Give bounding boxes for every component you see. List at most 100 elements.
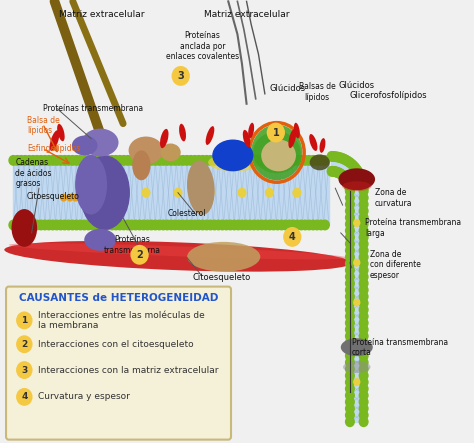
Circle shape — [344, 179, 354, 190]
Text: Proteínas transmembrana: Proteínas transmembrana — [43, 104, 143, 113]
Circle shape — [16, 388, 33, 406]
Circle shape — [127, 220, 137, 230]
Circle shape — [146, 155, 156, 166]
Circle shape — [28, 220, 38, 230]
Circle shape — [52, 220, 62, 230]
Circle shape — [55, 220, 66, 230]
Circle shape — [359, 390, 369, 401]
Circle shape — [359, 291, 369, 302]
Circle shape — [225, 220, 235, 230]
Circle shape — [150, 155, 160, 166]
Circle shape — [72, 155, 82, 166]
Circle shape — [91, 155, 101, 166]
Wedge shape — [332, 157, 363, 191]
Circle shape — [356, 172, 366, 183]
Circle shape — [359, 350, 369, 361]
Circle shape — [205, 188, 215, 198]
Circle shape — [335, 168, 345, 179]
Circle shape — [186, 220, 196, 230]
Circle shape — [359, 337, 369, 348]
Text: Matriz extracelular: Matriz extracelular — [204, 10, 289, 19]
Circle shape — [257, 220, 267, 230]
Circle shape — [269, 155, 279, 166]
Circle shape — [107, 220, 117, 230]
Circle shape — [24, 220, 34, 230]
Circle shape — [182, 220, 192, 230]
Circle shape — [344, 181, 355, 191]
Circle shape — [327, 166, 337, 177]
Circle shape — [245, 220, 255, 230]
Circle shape — [166, 220, 176, 230]
Circle shape — [345, 357, 355, 368]
Circle shape — [83, 155, 93, 166]
Circle shape — [345, 364, 355, 374]
Circle shape — [359, 192, 369, 203]
Circle shape — [359, 344, 369, 355]
Circle shape — [359, 225, 369, 236]
Ellipse shape — [179, 124, 186, 141]
Circle shape — [359, 383, 369, 394]
Circle shape — [331, 151, 341, 162]
Circle shape — [345, 219, 355, 229]
Circle shape — [343, 177, 353, 188]
Text: Curvatura y espesor: Curvatura y espesor — [38, 392, 130, 401]
Text: Cadenas
de ácidos
grasos: Cadenas de ácidos grasos — [15, 159, 52, 188]
Circle shape — [146, 220, 156, 230]
Circle shape — [345, 304, 355, 315]
Text: Zona de
con diferente
espesor: Zona de con diferente espesor — [370, 250, 421, 280]
Ellipse shape — [128, 136, 164, 164]
Text: Proteína transmembrana
corta: Proteína transmembrana corta — [352, 338, 448, 357]
Circle shape — [119, 220, 129, 230]
Circle shape — [345, 370, 355, 381]
Circle shape — [119, 155, 129, 166]
Circle shape — [359, 212, 369, 223]
Circle shape — [210, 220, 219, 230]
Circle shape — [345, 298, 355, 309]
Circle shape — [135, 155, 145, 166]
Circle shape — [241, 220, 251, 230]
Circle shape — [237, 155, 247, 166]
Circle shape — [343, 155, 353, 167]
Circle shape — [359, 284, 369, 295]
Circle shape — [115, 155, 125, 166]
Text: 2: 2 — [21, 340, 27, 349]
Ellipse shape — [9, 243, 347, 260]
Ellipse shape — [294, 123, 300, 138]
Text: 4: 4 — [289, 232, 296, 242]
Circle shape — [345, 311, 355, 322]
Ellipse shape — [208, 153, 261, 171]
Ellipse shape — [160, 129, 168, 148]
Ellipse shape — [206, 126, 214, 145]
Circle shape — [332, 167, 343, 178]
Ellipse shape — [132, 151, 151, 180]
Text: Proteínas
anclada por
enlaces covalentes: Proteínas anclada por enlaces covalentes — [166, 31, 239, 61]
Circle shape — [111, 155, 121, 166]
Circle shape — [344, 178, 354, 189]
Ellipse shape — [309, 134, 318, 151]
Circle shape — [166, 155, 176, 166]
Circle shape — [276, 220, 287, 230]
Circle shape — [353, 299, 360, 307]
Circle shape — [359, 304, 369, 315]
Text: Interacciones con la matriz extracelular: Interacciones con la matriz extracelular — [38, 365, 219, 375]
Circle shape — [359, 199, 369, 210]
Circle shape — [292, 155, 302, 166]
Circle shape — [173, 188, 182, 198]
Circle shape — [79, 155, 90, 166]
Circle shape — [206, 220, 216, 230]
Circle shape — [194, 220, 204, 230]
Circle shape — [292, 220, 302, 230]
Text: Proteínas
transmembrna: Proteínas transmembrna — [104, 235, 161, 255]
Circle shape — [359, 364, 369, 374]
Circle shape — [353, 219, 360, 227]
Circle shape — [201, 220, 211, 230]
Circle shape — [213, 220, 223, 230]
Circle shape — [107, 155, 117, 166]
Circle shape — [99, 155, 109, 166]
Circle shape — [194, 155, 204, 166]
Circle shape — [77, 188, 87, 198]
Circle shape — [336, 168, 346, 179]
Ellipse shape — [261, 140, 296, 171]
Text: Proteína transmembrana
larga: Proteína transmembrana larga — [365, 218, 462, 237]
Circle shape — [320, 155, 330, 166]
